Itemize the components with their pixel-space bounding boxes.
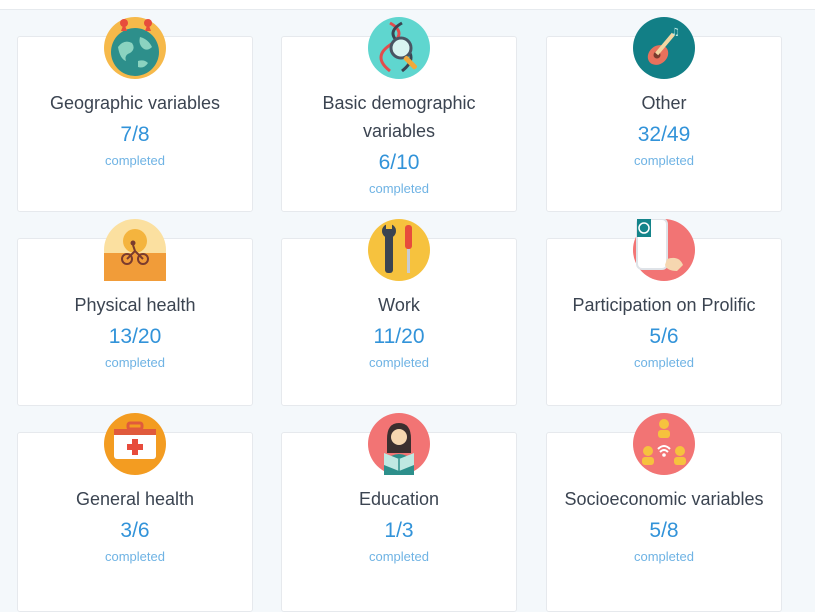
dna-magnifier-icon bbox=[368, 17, 430, 79]
reader-icon bbox=[368, 413, 430, 475]
card-count: 6/10 bbox=[378, 151, 420, 174]
category-card-education[interactable]: Education 1/3 completed bbox=[281, 413, 517, 612]
card-title: Work bbox=[378, 295, 420, 315]
top-bar bbox=[0, 0, 815, 10]
card-count: 13/20 bbox=[108, 325, 162, 348]
card-title: Participation on Prolific bbox=[572, 295, 756, 315]
card-title: Physical health bbox=[74, 295, 196, 315]
card-count: 3/6 bbox=[120, 519, 150, 542]
card-status: completed bbox=[634, 549, 694, 564]
category-card-socioeconomic[interactable]: Socioeconomic variables 5/8 completed bbox=[546, 413, 782, 612]
phone-hand-icon bbox=[633, 219, 695, 281]
first-aid-kit-icon bbox=[104, 413, 166, 475]
category-card-geographic[interactable]: Geographic variables 7/8 completed bbox=[17, 17, 253, 212]
globe-icon bbox=[104, 17, 166, 79]
card-count: 1/3 bbox=[384, 519, 414, 542]
card-count: 7/8 bbox=[120, 123, 150, 146]
category-card-work[interactable]: Work 11/20 completed bbox=[281, 219, 517, 406]
card-status: completed bbox=[105, 355, 165, 370]
category-card-other[interactable]: ♫ Other 32/49 completed bbox=[546, 17, 782, 212]
card-count: 5/8 bbox=[649, 519, 679, 542]
guitar-icon: ♫ bbox=[633, 17, 695, 79]
card-status: completed bbox=[634, 355, 694, 370]
card-title: Basic demographic variables bbox=[322, 93, 476, 141]
card-count: 5/6 bbox=[649, 325, 679, 348]
card-status: completed bbox=[105, 153, 165, 168]
svg-text:♫: ♫ bbox=[671, 27, 680, 38]
card-status: completed bbox=[369, 549, 429, 564]
category-card-basic-demographic[interactable]: Basic demographic variables 6/10 complet… bbox=[281, 17, 517, 212]
card-count: 32/49 bbox=[637, 123, 691, 146]
card-title: General health bbox=[75, 489, 195, 509]
card-status: completed bbox=[369, 355, 429, 370]
people-network-icon bbox=[633, 413, 695, 475]
category-card-physical-health[interactable]: Physical health 13/20 completed bbox=[17, 219, 253, 406]
tools-icon bbox=[368, 219, 430, 281]
card-status: completed bbox=[369, 181, 429, 196]
category-card-general-health[interactable]: General health 3/6 completed bbox=[17, 413, 253, 612]
category-card-participation-prolific[interactable]: Participation on Prolific 5/6 completed bbox=[546, 219, 782, 406]
card-title: Education bbox=[358, 489, 440, 509]
card-title: Other bbox=[641, 93, 687, 113]
card-status: completed bbox=[105, 549, 165, 564]
card-count: 11/20 bbox=[373, 325, 425, 348]
cycling-icon bbox=[104, 219, 166, 281]
card-title: Geographic variables bbox=[49, 93, 221, 113]
card-title: Socioeconomic variables bbox=[564, 489, 764, 509]
card-status: completed bbox=[634, 153, 694, 168]
